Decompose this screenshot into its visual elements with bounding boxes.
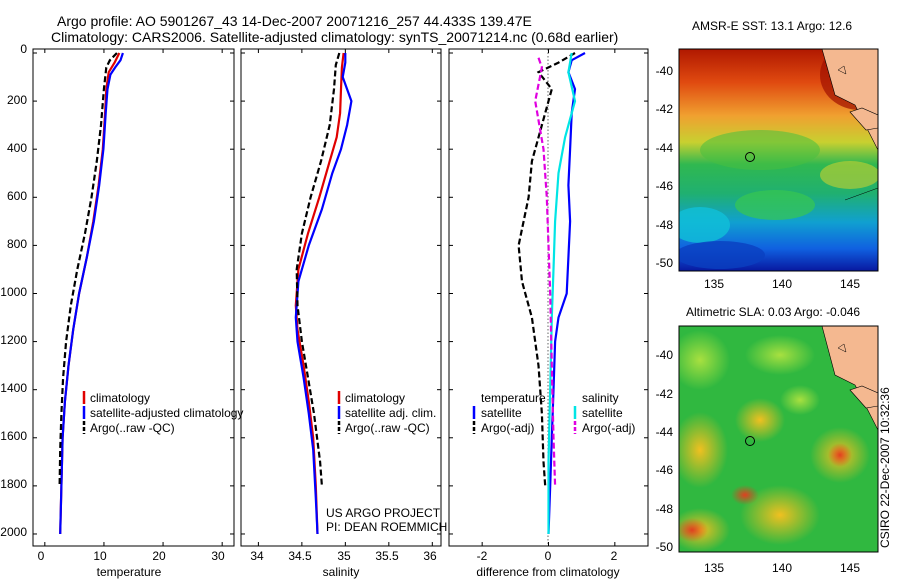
series-line-argo-raw-qc- <box>58 52 118 486</box>
ytick-2000: 2000 <box>0 525 27 539</box>
sla-xtick-145: 145 <box>840 561 860 575</box>
ytick-1000: 1000 <box>0 285 27 299</box>
p2-xtick-36: 36 <box>423 549 437 563</box>
credit-line1: US ARGO PROJECT <box>326 506 441 520</box>
legend-diff-sal-satellite: satellite <box>582 406 623 420</box>
ytick-1400: 1400 <box>0 381 27 395</box>
p2-xtick-34: 34 <box>250 549 264 563</box>
ytick-600: 600 <box>7 189 27 203</box>
legend-diff-sal-argo: Argo(-adj) <box>582 421 635 435</box>
p1-xtick-0: 0 <box>38 549 45 563</box>
legend-diff-sal-title: salinity <box>582 391 619 405</box>
figure-title-line1: Argo profile: AO 5901267_43 14-Dec-2007 … <box>57 13 532 29</box>
sla-ytick-48: -48 <box>656 502 674 516</box>
p3-xtick-0: 0 <box>545 549 552 563</box>
sst-ytick-48: -48 <box>656 218 674 232</box>
credit-line2: PI: DEAN ROEMMICH <box>326 520 447 534</box>
sst-ytick-42: -42 <box>656 102 674 116</box>
p2-xlabel: salinity <box>323 565 360 579</box>
p3-xtick-neg2: -2 <box>477 549 488 563</box>
legend-diff-temp-title: temperature <box>481 391 546 405</box>
ytick-1800: 1800 <box>0 477 27 491</box>
sst-xtick-145: 145 <box>840 277 860 291</box>
p2-xtick-34-5: 34.5 <box>288 549 312 563</box>
p2-xtick-35-5: 35.5 <box>375 549 399 563</box>
island-land <box>849 107 878 131</box>
sla-ytick-40: -40 <box>656 348 674 362</box>
sla-ytick-50: -50 <box>656 540 674 554</box>
sst-map-title: AMSR-E SST: 13.1 Argo: 12.6 <box>692 19 853 33</box>
legend-diff-temp-argo: Argo(-adj) <box>481 421 534 435</box>
sst-ytick-40: -40 <box>656 64 674 78</box>
ytick-800: 800 <box>7 237 27 251</box>
series-line-salinity-satellite <box>547 52 577 534</box>
temperature-panel <box>32 48 235 547</box>
sla-map-title: Altimetric SLA: 0.03 Argo: -0.046 <box>686 305 861 319</box>
legend-temp-climatology: climatology <box>90 391 150 405</box>
legend-temp-satellite: satellite-adjusted climatology <box>90 406 243 420</box>
salinity-legend: climatology satellite adj. clim. Argo(..… <box>337 391 436 435</box>
p3-xlabel: difference from climatology <box>476 565 619 579</box>
series-line-satellite-adjusted-climatology <box>59 52 124 535</box>
sla-ytick-44: -44 <box>656 425 674 439</box>
series-line-satellite-adj-clim- <box>294 53 353 535</box>
sst-xtick-140: 140 <box>772 277 792 291</box>
legend-sal-climatology: climatology <box>345 391 405 405</box>
ytick-1600: 1600 <box>0 429 27 443</box>
p3-xtick-2: 2 <box>611 549 618 563</box>
series-line-temperature-satellite <box>547 52 586 535</box>
sla-xtick-135: 135 <box>704 561 724 575</box>
p2-xtick-35: 35 <box>337 549 351 563</box>
difference-legend: temperature satellite Argo(-adj) salinit… <box>472 391 635 435</box>
legend-sal-satellite: satellite adj. clim. <box>345 406 436 420</box>
p1-xtick-30: 30 <box>211 549 225 563</box>
legend-sal-argo: Argo(..raw -QC) <box>345 421 430 435</box>
ytick-200: 200 <box>7 93 27 107</box>
temperature-legend: climatology satellite-adjusted climatolo… <box>82 391 243 435</box>
p1-xlabel: temperature <box>97 565 162 579</box>
p1-xtick-10: 10 <box>93 549 107 563</box>
sst-ytick-50: -50 <box>656 256 674 270</box>
ytick-0: 0 <box>20 42 27 56</box>
series-line-temperature-argo-adj- <box>517 52 576 486</box>
ytick-400: 400 <box>7 141 27 155</box>
series-line-argo-raw-qc- <box>295 52 341 486</box>
series-line-climatology <box>294 52 345 535</box>
sst-ytick-44: -44 <box>656 141 674 155</box>
sla-xtick-140: 140 <box>772 561 792 575</box>
sla-map: -40 -42 -44 -46 -48 -50 135 140 145 <box>656 325 879 575</box>
sst-ytick-46: -46 <box>656 179 674 193</box>
credit-block: US ARGO PROJECT PI: DEAN ROEMMICH <box>326 506 447 534</box>
p1-xtick-20: 20 <box>152 549 166 563</box>
figure-title-line2: Climatology: CARS2006. Satellite-adjuste… <box>51 29 619 45</box>
sst-xtick-135: 135 <box>704 277 724 291</box>
island-land <box>849 385 878 409</box>
sla-ytick-42: -42 <box>656 387 674 401</box>
argo-location-marker <box>745 436 755 446</box>
legend-diff-temp-satellite: satellite <box>481 406 522 420</box>
salinity-panel <box>240 48 442 547</box>
sst-map: -40 -42 -44 -46 -48 -50 135 140 145 <box>656 48 879 291</box>
argo-location-marker <box>745 152 755 162</box>
series-line-salinity-argo-adj- <box>534 57 557 486</box>
legend-temp-argo: Argo(..raw -QC) <box>90 421 175 435</box>
ytick-1200: 1200 <box>0 333 27 347</box>
sla-ytick-46: -46 <box>656 463 674 477</box>
